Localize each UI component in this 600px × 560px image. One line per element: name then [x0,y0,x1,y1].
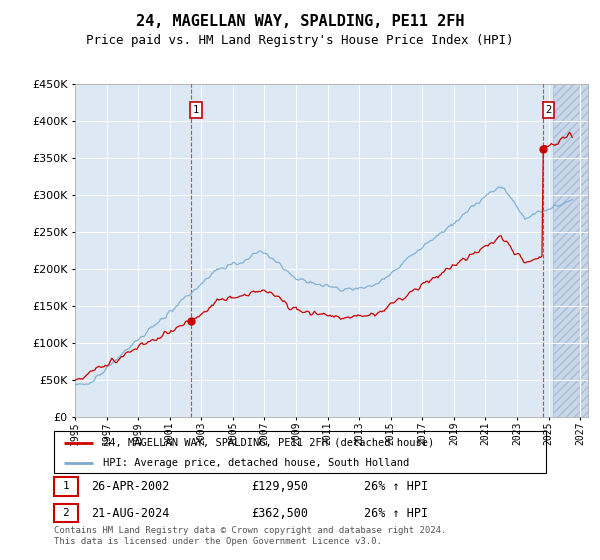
Text: 24, MAGELLAN WAY, SPALDING, PE11 2FH: 24, MAGELLAN WAY, SPALDING, PE11 2FH [136,14,464,29]
Text: HPI: Average price, detached house, South Holland: HPI: Average price, detached house, Sout… [103,458,409,468]
Text: Contains HM Land Registry data © Crown copyright and database right 2024.
This d: Contains HM Land Registry data © Crown c… [54,526,446,546]
Text: 24, MAGELLAN WAY, SPALDING, PE11 2FH (detached house): 24, MAGELLAN WAY, SPALDING, PE11 2FH (de… [103,438,434,448]
Text: 1: 1 [193,105,199,115]
Text: 2: 2 [62,508,69,518]
Bar [553,84,588,417]
Text: 26% ↑ HPI: 26% ↑ HPI [364,507,428,520]
Text: 1: 1 [62,482,69,492]
Text: Price paid vs. HM Land Registry's House Price Index (HPI): Price paid vs. HM Land Registry's House … [86,34,514,46]
Text: £362,500: £362,500 [251,507,308,520]
Text: 26-APR-2002: 26-APR-2002 [91,480,169,493]
Bar [54,504,77,522]
Text: 26% ↑ HPI: 26% ↑ HPI [364,480,428,493]
Bar [54,478,77,496]
Text: £129,950: £129,950 [251,480,308,493]
Bar [553,84,588,417]
Text: 21-AUG-2024: 21-AUG-2024 [91,507,169,520]
Text: 2: 2 [545,105,551,115]
